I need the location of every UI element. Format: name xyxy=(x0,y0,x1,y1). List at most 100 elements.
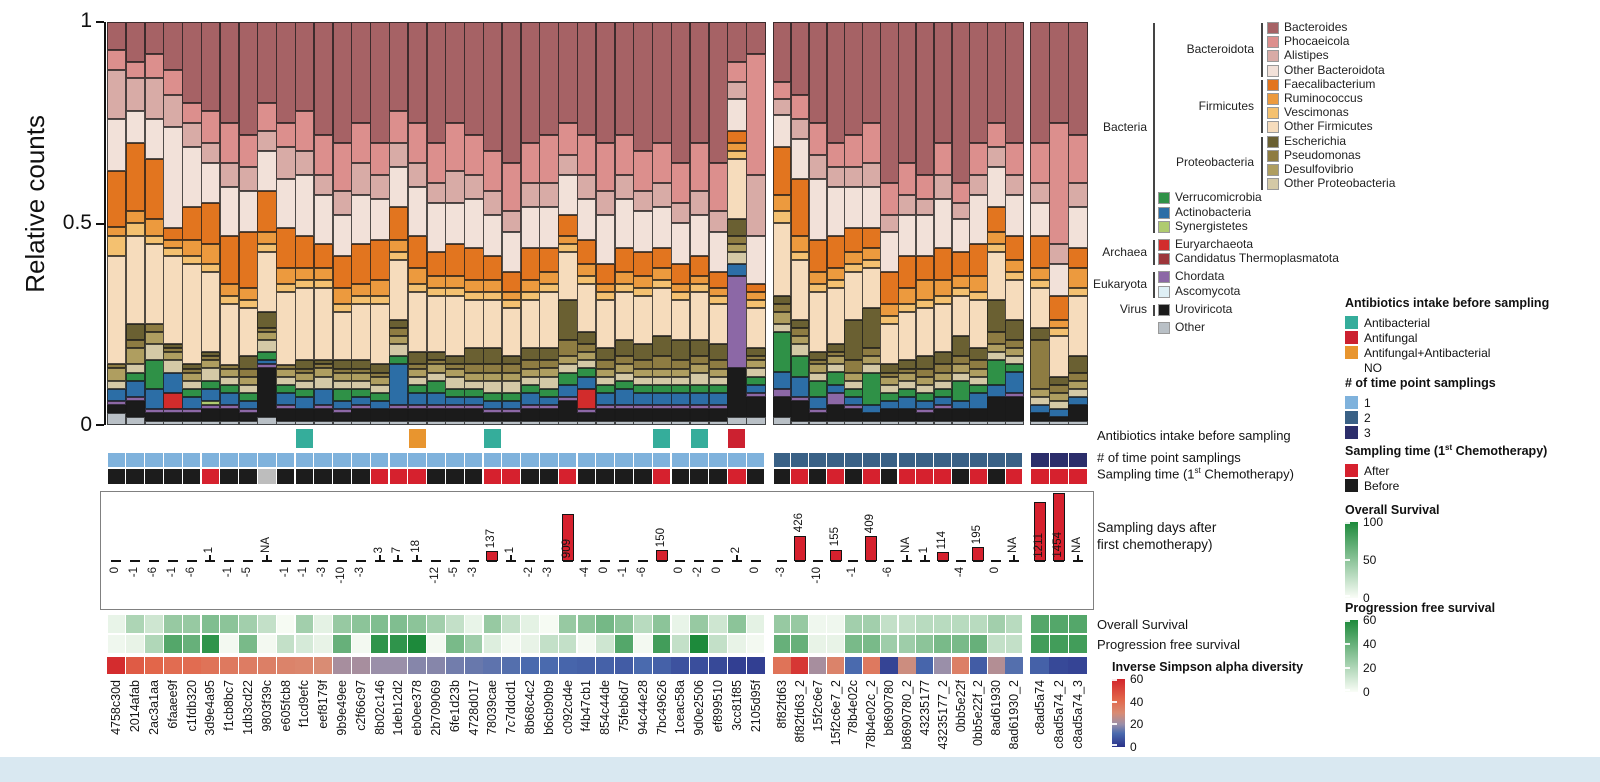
taxon-segment-other-bacteroidota xyxy=(483,215,503,256)
phylum-bracket xyxy=(1261,136,1263,191)
taxon-segment-escherichia xyxy=(773,295,792,305)
taxon-segment-actinobacteria xyxy=(370,400,390,409)
row-label-antibiotics: Antibiotics intake before sampling xyxy=(1097,428,1291,443)
taxon-segment-escherichia xyxy=(483,348,503,365)
taxon-segment-escherichia xyxy=(351,360,371,369)
pfs-cell xyxy=(558,635,577,653)
taxon-segment-other-bacteroidota xyxy=(951,219,971,252)
taxon-segment-vescimonas xyxy=(219,296,240,305)
taxon-segment-other-firmicutes xyxy=(808,291,828,353)
taxon-segment-bacteroides xyxy=(407,22,428,123)
sampling-time-cell xyxy=(916,469,934,484)
taxon-segment-vescimonas xyxy=(125,223,146,236)
taxon-segment-actinobacteria xyxy=(107,388,127,401)
sampling-time-label-sup: st xyxy=(1194,466,1201,475)
taxon-segment-other-bacteroidota xyxy=(426,203,446,252)
antibiotics-cell xyxy=(728,429,746,448)
taxon-segment-desulfovibrio xyxy=(125,348,146,365)
pfs-cell xyxy=(577,635,596,653)
taxon-segment-phocaeicola xyxy=(389,110,409,143)
taxon-segment-actinobacteria xyxy=(313,388,334,405)
days-value-label: 0 xyxy=(598,567,611,574)
taxon-segment-pseudomonas xyxy=(987,332,1006,345)
taxa-swatch xyxy=(1267,135,1279,148)
days-zero-dash xyxy=(506,560,517,562)
taxon-segment-desulfovibrio xyxy=(201,360,221,369)
taxon-segment-other-proteobacteria xyxy=(652,376,672,385)
days-value-label: -3 xyxy=(466,567,479,578)
sample-label: 1db3cd22 xyxy=(241,680,255,735)
phylum-label: Firmicutes xyxy=(1198,98,1254,113)
taxon-segment-other-firmicutes xyxy=(951,295,971,337)
phylum-bracket xyxy=(1261,79,1263,134)
taxon-segment-bacteroides xyxy=(257,22,277,103)
taxon-segment-other-bacteroidota xyxy=(1030,203,1050,236)
taxon-segment-vescimonas xyxy=(671,291,691,301)
taxon-segment-ruminococcus xyxy=(862,247,881,260)
taxon-segment-bacteroides xyxy=(652,22,672,143)
taxon-segment-other-firmicutes xyxy=(182,263,202,365)
taxon-segment-faecalibacterium xyxy=(370,239,390,280)
taxon-segment-other-firmicutes xyxy=(987,251,1006,301)
diversity-cell xyxy=(1005,657,1023,674)
timepoints-cell xyxy=(163,453,182,467)
diversity-cell xyxy=(898,657,916,674)
taxon-segment-desulfovibrio xyxy=(219,368,240,377)
taxon-segment-alistipes xyxy=(426,183,446,204)
taxon-segment-other-proteobacteria xyxy=(987,352,1006,361)
taxon-segment-ruminococcus xyxy=(238,287,258,301)
taxon-segment-alistipes xyxy=(689,191,710,216)
taxon-segment-other-firmicutes xyxy=(407,291,428,353)
days-zero-dash xyxy=(318,560,329,562)
taxon-segment-ruminococcus xyxy=(671,283,691,292)
days-zero-dash xyxy=(525,560,535,562)
taxon-segment-vescimonas xyxy=(898,304,917,313)
taxa-label: Escherichia xyxy=(1284,133,1347,148)
row-label-days-line2: first chemotherapy) xyxy=(1097,537,1213,552)
overall-survival-cell xyxy=(880,615,898,633)
diversity-cell xyxy=(182,657,201,674)
timepoints-cell xyxy=(952,453,969,467)
overall-survival-cell xyxy=(201,615,220,633)
taxon-segment-verrucomicrobia xyxy=(689,384,710,393)
taxon-segment-desulfovibrio xyxy=(727,243,747,252)
taxon-segment-escherichia xyxy=(689,340,710,357)
taxon-segment-desulfovibrio xyxy=(276,368,296,377)
taxon-segment-other-bacteroidota xyxy=(539,207,559,248)
sample-label: 78b4e02c_2 xyxy=(864,680,879,749)
sampling-time-cell xyxy=(483,469,502,484)
taxon-segment-ruminococcus xyxy=(614,271,634,284)
taxon-segment-phocaeicola xyxy=(633,150,653,192)
days-tick xyxy=(510,555,513,561)
timepoints-cell xyxy=(577,453,596,467)
sampling-time-cell xyxy=(314,469,333,484)
taxon-segment-other xyxy=(595,420,616,425)
stacked-bar-column xyxy=(276,22,296,425)
taxon-segment-actinobacteria xyxy=(182,396,202,409)
stacked-bar-column xyxy=(163,22,183,425)
diversity-cell xyxy=(809,657,827,674)
taxa-label: Faecalibacterium xyxy=(1284,76,1376,91)
kingdom-label: Virus xyxy=(1119,302,1147,317)
diversity-cell xyxy=(577,657,596,674)
pfs-colorbar-dash xyxy=(1345,643,1350,645)
taxon-segment-ruminococcus xyxy=(915,279,935,301)
pfs-cell xyxy=(370,635,389,653)
taxon-segment-verrucomicrobia xyxy=(483,392,503,401)
taxon-segment-other xyxy=(144,420,164,425)
taxon-segment-other-bacteroidota xyxy=(501,231,522,272)
taxon-segment-faecalibacterium xyxy=(389,207,409,240)
taxon-segment-bacteroides xyxy=(808,22,828,123)
taxon-segment-other-firmicutes xyxy=(107,255,127,365)
taxon-segment-uroviricota xyxy=(558,400,578,421)
taxon-segment-other-proteobacteria xyxy=(633,376,653,385)
timepoints-cell xyxy=(314,453,333,467)
taxon-segment-alistipes xyxy=(844,167,863,188)
taxon-segment-other-proteobacteria xyxy=(1005,356,1024,365)
stacked-bar-column xyxy=(1068,22,1088,425)
taxon-segment-other-proteobacteria xyxy=(445,376,465,389)
timepoints-cell xyxy=(239,453,257,467)
stacked-bar-column xyxy=(238,22,258,425)
taxon-segment-actinobacteria xyxy=(951,400,971,409)
taxon-segment-uroviricota xyxy=(987,396,1006,421)
